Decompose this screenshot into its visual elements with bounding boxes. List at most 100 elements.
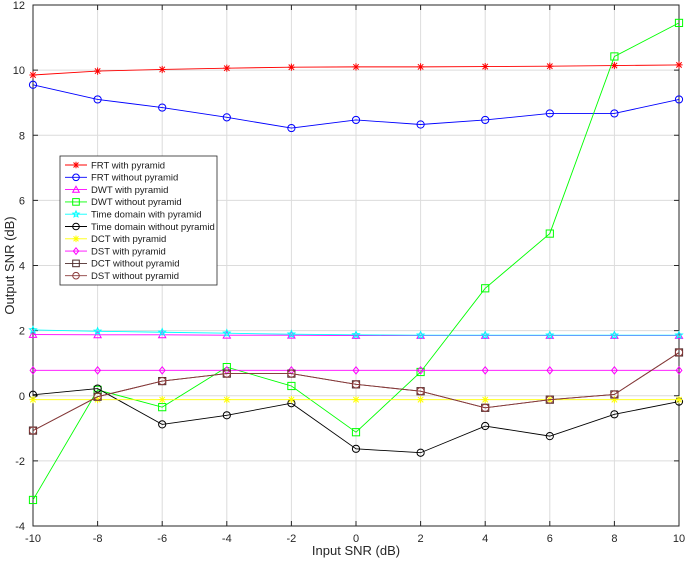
data-point-marker — [71, 185, 81, 193]
data-point-marker — [93, 95, 102, 104]
data-point-marker — [417, 63, 425, 71]
data-point-marker — [223, 64, 231, 72]
data-point-marker — [158, 396, 166, 404]
y-tick-label: 12 — [13, 0, 25, 12]
series-line — [32, 352, 680, 431]
data-point-marker — [351, 428, 361, 437]
legend-item: FRT without pyramid — [65, 173, 178, 184]
data-point-marker — [72, 259, 80, 268]
x-tick-label: -10 — [25, 533, 41, 545]
data-point-marker — [222, 328, 232, 338]
legend-item: Time domain without pyramid — [65, 222, 215, 233]
data-point-marker — [610, 390, 619, 399]
data-point-marker — [481, 365, 489, 375]
data-point-marker — [72, 222, 80, 231]
data-point-marker — [158, 365, 166, 375]
data-point-marker — [29, 396, 37, 404]
legend-label: Time domain without pyramid — [91, 222, 215, 233]
data-point-marker — [351, 329, 361, 339]
data-point-marker — [28, 329, 38, 338]
data-point-marker — [157, 327, 167, 337]
data-point-marker — [545, 395, 554, 404]
data-point-marker — [674, 95, 684, 104]
y-tick-label: 8 — [19, 130, 25, 142]
legend-item: DWT without pyramid — [65, 197, 182, 208]
series-time-domain-without-pyramid — [28, 384, 684, 457]
series-dst-without-pyramid — [28, 348, 684, 435]
data-point-marker — [352, 63, 360, 71]
data-point-marker — [481, 421, 490, 431]
legend-label: DWT with pyramid — [91, 185, 168, 196]
data-point-marker — [674, 330, 684, 340]
data-point-marker — [417, 365, 425, 375]
data-point-marker — [610, 52, 619, 61]
x-axis-label: Input SNR (dB) — [312, 543, 400, 558]
data-point-marker — [481, 62, 489, 71]
legend-label: FRT without pyramid — [91, 173, 178, 184]
data-point-marker — [94, 67, 102, 75]
y-tick-label: -2 — [15, 456, 25, 468]
data-point-marker — [286, 329, 297, 339]
y-tick-label: 10 — [13, 65, 25, 77]
data-point-marker — [610, 365, 618, 375]
data-point-marker — [93, 384, 102, 393]
data-point-marker — [28, 80, 38, 89]
x-tick-label: 8 — [611, 533, 617, 545]
data-point-marker — [72, 173, 80, 182]
data-point-marker — [93, 392, 102, 401]
data-point-marker — [28, 495, 38, 505]
data-point-marker — [545, 229, 554, 238]
legend-item: DCT with pyramid — [65, 234, 166, 245]
x-tick-label: -8 — [93, 533, 103, 545]
data-point-marker — [29, 365, 37, 375]
data-point-marker — [72, 271, 80, 280]
y-axis-label: Output SNR (dB) — [2, 216, 17, 314]
data-point-marker — [158, 103, 167, 112]
data-point-marker — [481, 396, 489, 404]
x-tick-label: 10 — [673, 533, 685, 545]
data-point-marker — [287, 123, 296, 133]
y-tick-label: 0 — [19, 391, 25, 403]
y-tick-label: -4 — [15, 521, 25, 533]
x-tick-label: -4 — [222, 533, 232, 545]
data-point-marker — [545, 330, 555, 340]
legend-label: DWT without pyramid — [91, 197, 182, 208]
x-tick-label: 6 — [547, 533, 553, 545]
legend-item: DST without pyramid — [65, 271, 179, 282]
series-line — [32, 329, 679, 336]
data-point-marker — [675, 396, 683, 404]
data-point-marker — [29, 71, 37, 79]
x-tick-label: 0 — [353, 533, 359, 545]
data-point-marker — [72, 246, 80, 256]
data-point-marker — [546, 365, 554, 375]
data-point-marker — [287, 381, 296, 391]
x-tick-label: 4 — [482, 533, 488, 545]
x-tick-label: -2 — [287, 533, 297, 545]
data-point-marker — [287, 63, 295, 71]
legend-item: DST with pyramid — [65, 246, 166, 257]
legend-label: DST with pyramid — [91, 246, 166, 257]
series-layer — [28, 18, 684, 505]
data-point-marker — [158, 376, 167, 386]
data-point-marker — [222, 113, 231, 122]
series-line — [32, 388, 680, 454]
x-tick-label: -6 — [157, 533, 167, 545]
series-frt-with-pyramid — [29, 61, 683, 79]
data-point-marker — [610, 109, 619, 118]
data-point-marker — [222, 369, 231, 378]
data-point-marker — [351, 380, 361, 389]
data-point-marker — [28, 325, 38, 334]
data-point-marker — [416, 120, 425, 129]
data-point-marker — [416, 387, 425, 396]
data-point-marker — [416, 367, 425, 377]
data-point-marker — [287, 396, 295, 404]
data-point-marker — [158, 403, 167, 412]
y-tick-label: 4 — [19, 261, 25, 273]
series-dwt-without-pyramid — [28, 18, 684, 505]
y-tick-label: 2 — [19, 326, 25, 338]
legend-label: DST without pyramid — [91, 271, 179, 282]
data-point-marker — [72, 161, 80, 169]
data-point-marker — [92, 326, 103, 336]
series-line — [32, 22, 680, 501]
